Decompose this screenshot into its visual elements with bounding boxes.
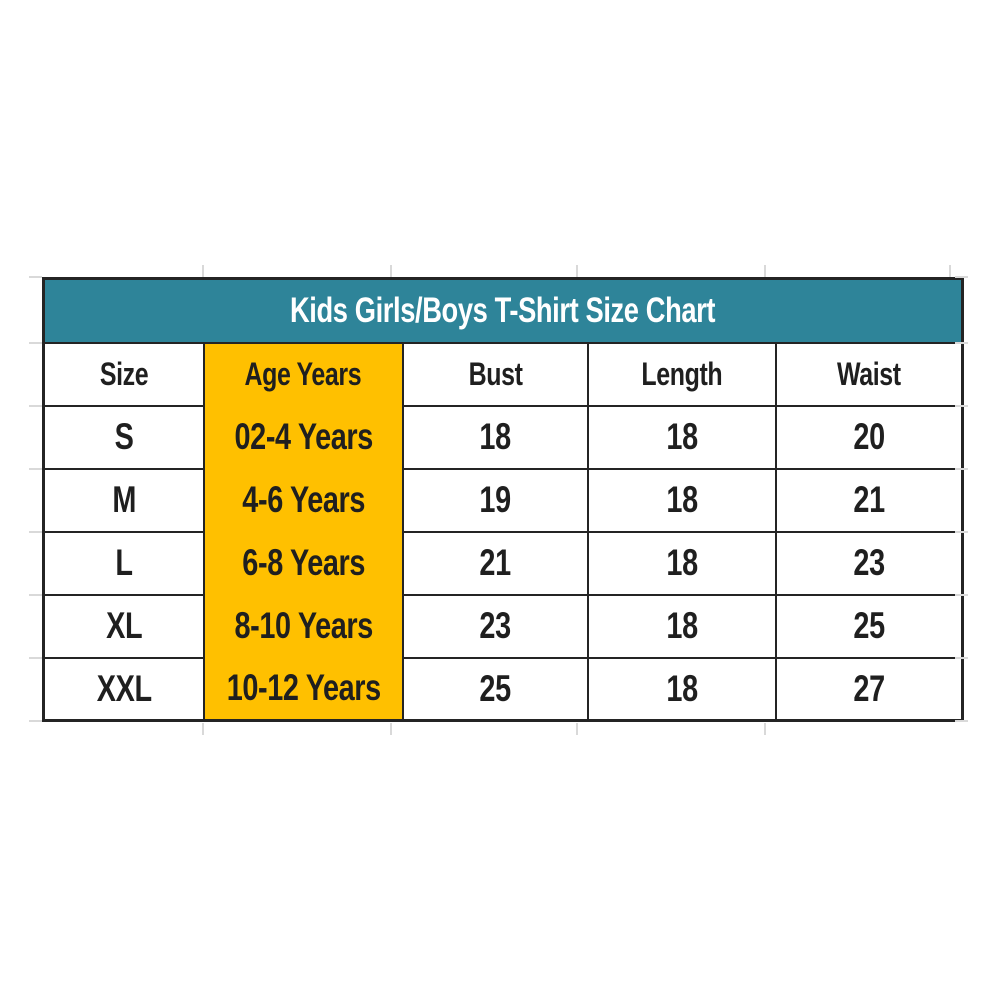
gridline-stub [764,723,766,735]
cell-text: 20 [853,416,885,457]
measurement-cell: 18 [587,530,778,596]
gridline-stub [955,468,968,470]
measurement-cell: 25 [402,656,590,722]
table-row: XXL 10-12 Years 25 18 27 [42,656,964,722]
table-row: XL 8-10 Years 23 18 25 [42,593,964,659]
gridline-stub [576,723,578,735]
gridline-stub [955,276,968,278]
age-cell: 4-6 Years [202,468,405,532]
gridline-stub [29,276,42,278]
measurement-cell: 18 [587,656,778,722]
cell-text: XL [105,605,142,646]
gridline-stub [955,531,968,533]
column-header-bust: Bust [402,341,590,407]
table-body: S 02-4 Years 18 18 20 M 4-6 Years 19 18 21 L 6-8 Ye… [42,404,964,722]
gridline-stub [29,342,42,344]
cell-text: 18 [666,605,698,646]
measurement-cell: 25 [775,593,964,659]
cell-text: 18 [666,416,698,457]
measurement-cell: 21 [402,530,590,596]
cell-text: 27 [853,667,885,709]
age-cell: 10-12 Years [202,657,405,721]
gridline-stub [29,531,42,533]
gridline-stub [955,720,968,722]
table-title: Kids Girls/Boys T-Shirt Size Chart [43,278,963,344]
age-cell: 8-10 Years [202,594,405,658]
size-cell: M [42,467,205,533]
gridline-stub [29,468,42,470]
cell-text: 8-10 Years [234,605,373,646]
measurement-cell: 18 [587,467,778,533]
size-cell: XXL [42,656,205,722]
gridline-stub [949,265,951,277]
column-header-label: Age Years [244,356,362,392]
gridline-stub [764,265,766,277]
cell-text: 4-6 Years [241,479,365,520]
size-cell: L [42,530,205,596]
gridline-stub [955,657,968,659]
gridline-stub [29,405,42,407]
measurement-cell: 19 [402,467,590,533]
size-chart-wrapper: Kids Girls/Boys T-Shirt Size Chart Size A… [42,277,964,722]
size-cell: XL [42,593,205,659]
age-cell: 6-8 Years [202,531,405,595]
measurement-cell: 18 [587,593,778,659]
gridline-stub [29,657,42,659]
measurement-cell: 23 [775,530,964,596]
cell-text: 18 [479,416,512,457]
table-row: M 4-6 Years 19 18 21 [42,467,964,533]
cell-text: M [111,479,136,520]
cell-text: 21 [853,479,885,520]
cell-text: 23 [479,605,512,646]
column-header-length: Length [587,341,778,407]
cell-text: 18 [666,479,698,520]
gridline-stub [955,594,968,596]
column-header-waist: Waist [775,341,964,407]
size-cell: S [42,404,205,470]
cell-text: 25 [479,667,512,709]
cell-text: 21 [479,542,512,583]
gridline-stub [202,723,204,735]
gridline-stub [955,405,968,407]
table-title-text: Kids Girls/Boys T-Shirt Size Chart [290,290,716,330]
age-cell: 02-4 Years [202,405,405,469]
column-header-label: Length [641,355,723,392]
gridline-stub [390,723,392,735]
cell-text: 6-8 Years [241,542,365,583]
table-row: S 02-4 Years 18 18 20 [42,404,964,470]
cell-text: 18 [666,542,698,583]
table-row: L 6-8 Years 21 18 23 [42,530,964,596]
cell-text: 10-12 Years [226,667,381,709]
gridline-stub [29,720,42,722]
gridline-stub [576,265,578,277]
column-header-label: Size [99,355,149,392]
column-header-age-years: Age Years [202,342,405,406]
cell-text: 23 [853,542,885,583]
measurement-cell: 23 [402,593,590,659]
column-header-label: Waist [836,355,901,392]
gridline-stub [29,594,42,596]
cell-text: 18 [666,667,698,709]
gridline-stub [202,265,204,277]
table-title-row: Kids Girls/Boys T-Shirt Size Chart [43,278,963,344]
measurement-cell: 21 [775,467,964,533]
cell-text: 25 [853,605,885,646]
column-header-label: Bust [468,355,523,392]
cell-text: S [114,416,134,457]
cell-text: 19 [479,479,512,520]
measurement-cell: 18 [587,404,778,470]
size-chart-table: Kids Girls/Boys T-Shirt Size Chart Size A… [42,277,964,722]
gridline-stub [955,342,968,344]
cell-text: L [115,542,133,583]
cell-text: XXL [96,667,152,709]
measurement-cell: 18 [402,404,590,470]
table-header-row: Size Age Years Bust Length Waist [42,341,964,407]
gridline-stub [390,265,392,277]
measurement-cell: 27 [775,656,964,722]
measurement-cell: 20 [775,404,964,470]
cell-text: 02-4 Years [234,416,373,457]
column-header-size: Size [42,341,205,407]
